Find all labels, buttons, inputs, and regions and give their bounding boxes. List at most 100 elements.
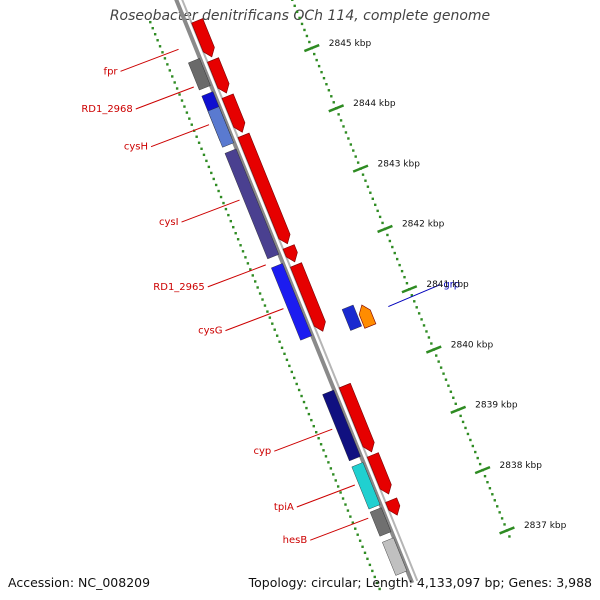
gene-arrow-fpr [191,18,215,58]
inner-track-dot [327,461,330,464]
inner-track-dot [173,81,176,84]
outer-track-dot [308,40,311,44]
outer-track-dot [381,221,384,225]
inner-track-dot [241,250,245,253]
inner-track-dot [261,298,264,301]
inner-track-dot [151,26,154,30]
outer-track-dot [413,300,416,303]
axis-tick-label: 2839 kbp [475,401,518,411]
axis-tick [499,526,515,535]
axis-tick-label: 2842 kbp [402,220,445,230]
inner-track-dot [334,479,337,482]
inner-track-dot [329,467,333,470]
axis-tick-label: 2837 kbp [524,521,567,531]
analysis-block [322,389,361,462]
inner-track-dot [324,455,328,458]
inner-track-dot [288,364,291,368]
inner-track-dot [188,117,191,120]
axis-tick-label: 2841 kbp [426,280,469,290]
analysis-block [224,148,280,260]
outer-track-dot [352,149,355,152]
analysis-block [271,263,312,341]
outer-track-dot [425,330,428,333]
gene-label-leader [120,48,179,72]
inner-track-dot [322,449,325,452]
inner-track-dot [271,322,274,325]
outer-track-dot [361,173,365,176]
outer-track-dot [366,185,370,188]
inner-track-dot [346,509,350,512]
gene-label-leader [150,124,210,148]
outer-track-dot [410,294,414,297]
inner-track-dot [254,280,257,283]
outer-track-dot [303,28,306,32]
outer-track-dot [332,101,335,104]
analysis-block [382,537,408,576]
inner-track-dot [224,207,228,211]
axis-tick-label: 2844 kbp [353,99,396,109]
inner-track-dot [239,244,242,247]
gene-arrow-cyp [338,382,375,453]
analysis-block [351,462,381,510]
inner-track-dot [295,382,298,386]
inner-track-dot [256,286,259,289]
inner-track-dot [258,292,262,295]
inner-track-dot [361,545,364,548]
inner-track-dot [210,171,213,175]
inner-track-dot [219,195,223,199]
analysis-block [341,304,362,331]
inner-track-dot [368,563,372,567]
gene-arrow-RD1_2965 [282,244,298,263]
inner-track-dot [244,256,247,259]
outer-track-dot [454,402,457,406]
outer-track-dot [449,390,453,393]
outer-track-dot [291,0,294,1]
inner-track-dot [339,491,342,494]
inner-track-dot [351,521,355,524]
inner-track-dot [266,310,269,313]
outer-track-dot [417,312,421,315]
gene-label: cysH [124,142,148,153]
inner-track-dot [149,20,152,24]
outer-track-dot [300,22,304,26]
inner-track-dot [332,473,335,476]
inner-track-dot [178,93,181,96]
inner-track-dot [344,503,347,506]
outer-track-dot [320,70,323,74]
outer-track-dot [508,535,511,538]
inner-track-dot [378,587,381,591]
inner-track-dot [280,346,284,349]
outer-track-dot [322,76,326,80]
inner-track-dot [315,431,318,434]
inner-track-dot [185,111,189,114]
outer-track-dot [422,324,426,327]
outer-track-dot [435,354,438,357]
inner-track-dot [376,581,379,585]
outer-track-dot [500,517,504,520]
inner-track-dot [180,99,184,102]
outer-track-dot [493,499,496,502]
inner-track-dot [356,533,359,536]
axis-tick [425,345,442,354]
inner-track-dot [336,485,340,488]
outer-track-dot [330,95,333,98]
axis-tick [328,104,345,113]
inner-track-dot [285,358,289,362]
outer-track-dot [474,450,477,454]
outer-track-dot [476,456,479,460]
outer-track-dot [405,282,409,285]
inner-track-dot [363,551,367,555]
inner-track-dot [214,183,218,187]
outer-track-dot [293,4,296,8]
gene-label-leader [310,517,369,541]
gene-label-leader [207,264,266,288]
inner-track-dot [236,238,240,241]
outer-track-dot [452,396,455,399]
inner-track-dot [300,394,303,398]
inner-track-dot [168,69,172,72]
outer-track-dot [498,511,501,514]
outer-track-dot [342,125,345,128]
outer-track-dot [466,432,470,436]
axis-tick [377,224,393,234]
